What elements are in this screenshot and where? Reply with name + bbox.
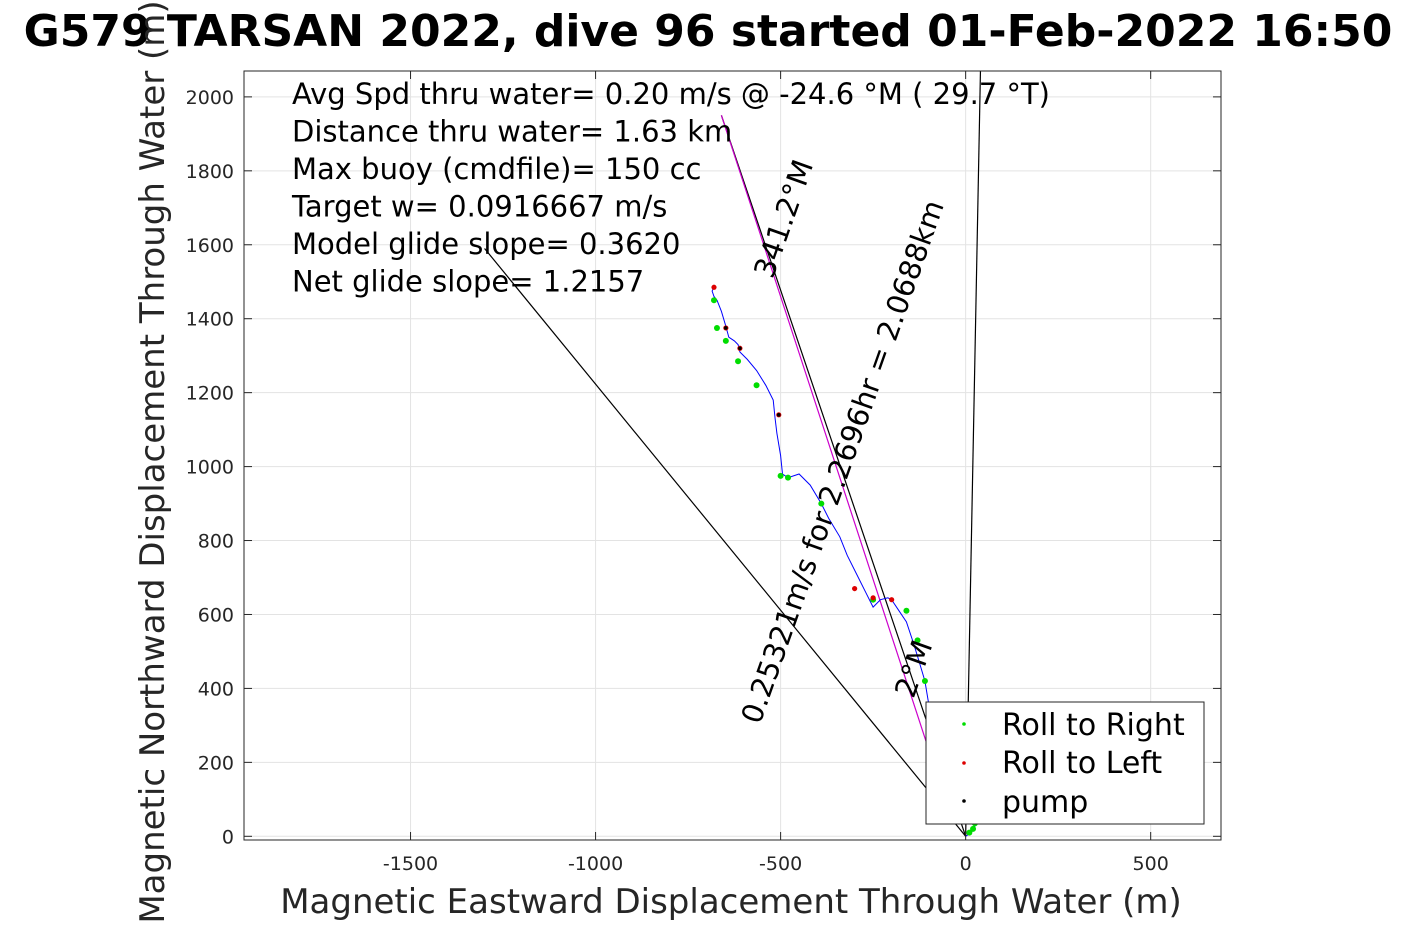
roll-to-right-point — [710, 297, 717, 304]
x-tick-label: 500 — [1133, 853, 1169, 875]
x-tick-label: -1500 — [383, 853, 438, 875]
roll-to-right-point — [777, 472, 784, 479]
pump-point — [738, 346, 742, 351]
x-tick-label: 0 — [960, 853, 972, 875]
roll-to-right-point — [722, 337, 729, 344]
y-tick-label: 1400 — [186, 309, 234, 331]
pump-point — [724, 326, 728, 330]
legend-marker-roll-left — [962, 761, 966, 765]
roll-to-left-point — [889, 597, 895, 603]
y-axis-label: Magnetic Northward Displacement Through … — [133, 0, 173, 923]
roll-to-right-point — [921, 678, 928, 685]
roll-to-right-point — [713, 324, 720, 331]
legend-label-roll-right: Roll to Right — [1002, 708, 1185, 743]
dive-stat-line: Distance thru water= 1.63 km — [292, 115, 732, 149]
dive-stat-line: Max buoy (cmdfile)= 150 cc — [292, 152, 701, 186]
roll-to-right-point — [966, 829, 973, 836]
y-tick-label: 1200 — [186, 383, 234, 405]
y-tick-label: 600 — [198, 604, 234, 626]
axis-ticks — [244, 71, 1221, 840]
reference-line — [484, 248, 967, 837]
roll-to-right-point — [753, 382, 760, 389]
y-tick-label: 1600 — [186, 235, 234, 257]
legend: Roll to Right Roll to Left pump — [925, 701, 1205, 825]
grid-lines — [244, 71, 1221, 840]
roll-to-left-point — [711, 284, 717, 290]
legend-marker-pump — [962, 799, 966, 803]
legend-marker-roll-right — [962, 722, 966, 726]
y-tick-label: 1800 — [186, 161, 234, 183]
y-tick-label: 200 — [198, 752, 234, 774]
y-tick-label: 800 — [198, 531, 234, 553]
roll-to-left-point — [852, 585, 858, 592]
roll-to-right-point — [785, 474, 792, 481]
dive-stats-annotations: Avg Spd thru water= 0.20 m/s @ -24.6 °M … — [291, 77, 1050, 299]
roll-to-right-point — [914, 637, 921, 644]
chart-title: G579 TARSAN 2022, dive 96 started 01-Feb… — [24, 6, 1393, 57]
legend-label-pump: pump — [1002, 785, 1088, 820]
y-tick-label: 1000 — [186, 457, 234, 479]
dive-stat-line: Model glide slope= 0.3620 — [292, 227, 680, 261]
axis-tick-labels: -1500 -1000 -500 0 500 0 200 400 600 800 1000 1200 1… — [186, 87, 1169, 875]
dive-stat-line: Target w= 0.0916667 m/s — [291, 190, 667, 224]
axes-frame — [243, 70, 1222, 841]
x-tick-label: -1000 — [568, 853, 623, 875]
roll-to-right-point — [903, 607, 910, 614]
x-axis-label: Magnetic Eastward Displacement Through W… — [280, 882, 1182, 922]
reference-line — [720, 115, 967, 837]
legend-box — [925, 701, 1205, 825]
y-tick-label: 0 — [222, 826, 234, 848]
roll-to-right-point — [970, 825, 977, 832]
roll-to-left-point — [870, 595, 876, 601]
roll-to-right-point — [735, 358, 742, 365]
dive-stat-line: Net glide slope= 1.2157 — [292, 265, 644, 299]
reference-line — [720, 115, 932, 756]
y-tick-label: 400 — [198, 678, 234, 700]
x-tick-label: -500 — [759, 853, 802, 875]
legend-label-roll-left: Roll to Left — [1002, 746, 1162, 781]
y-tick-label: 2000 — [186, 87, 234, 109]
roll-to-right-point — [818, 500, 825, 507]
pump-point — [776, 413, 781, 417]
dive-stat-line: Avg Spd thru water= 0.20 m/s @ -24.6 °M … — [292, 77, 1050, 111]
